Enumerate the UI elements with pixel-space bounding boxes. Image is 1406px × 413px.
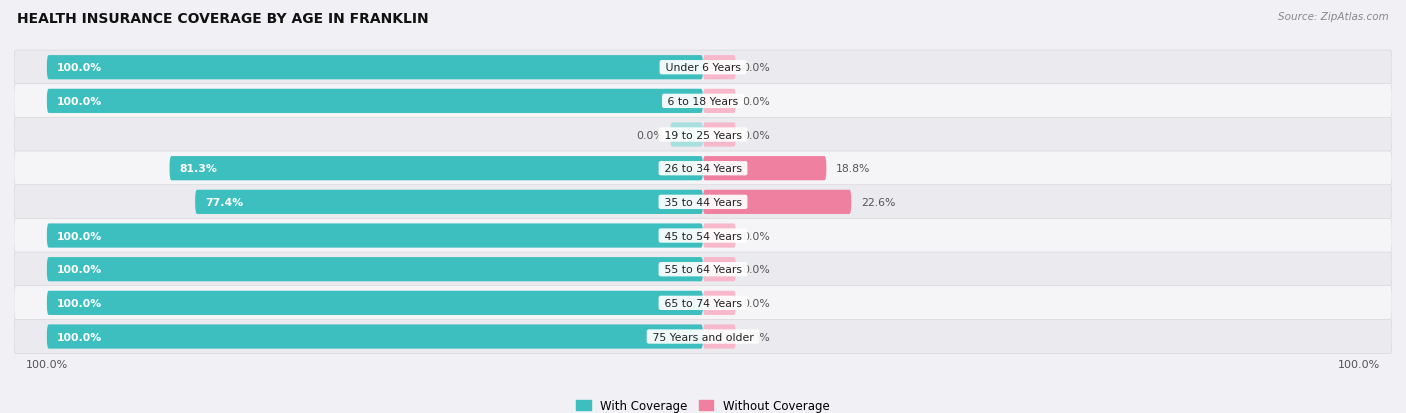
Text: 0.0%: 0.0% [742,231,770,241]
Text: 6 to 18 Years: 6 to 18 Years [664,97,742,107]
FancyBboxPatch shape [14,185,1392,219]
FancyBboxPatch shape [703,190,851,214]
FancyBboxPatch shape [46,291,703,315]
Text: 45 to 54 Years: 45 to 54 Years [661,231,745,241]
FancyBboxPatch shape [46,56,703,80]
FancyBboxPatch shape [195,190,703,214]
FancyBboxPatch shape [46,257,703,282]
Text: HEALTH INSURANCE COVERAGE BY AGE IN FRANKLIN: HEALTH INSURANCE COVERAGE BY AGE IN FRAN… [17,12,429,26]
FancyBboxPatch shape [14,118,1392,152]
Text: 19 to 25 Years: 19 to 25 Years [661,130,745,140]
Text: 65 to 74 Years: 65 to 74 Years [661,298,745,308]
Text: 0.0%: 0.0% [742,298,770,308]
FancyBboxPatch shape [14,219,1392,253]
Text: 0.0%: 0.0% [742,63,770,73]
FancyBboxPatch shape [703,224,735,248]
FancyBboxPatch shape [46,224,703,248]
Text: 18.8%: 18.8% [837,164,870,174]
FancyBboxPatch shape [14,286,1392,320]
Text: 100.0%: 100.0% [56,298,103,308]
Legend: With Coverage, Without Coverage: With Coverage, Without Coverage [572,394,834,413]
Text: 26 to 34 Years: 26 to 34 Years [661,164,745,174]
FancyBboxPatch shape [14,320,1392,354]
FancyBboxPatch shape [14,252,1392,287]
FancyBboxPatch shape [703,123,735,147]
FancyBboxPatch shape [703,157,827,181]
Text: 100.0%: 100.0% [56,231,103,241]
Text: 100.0%: 100.0% [56,332,103,342]
Text: 0.0%: 0.0% [742,265,770,275]
Text: 100.0%: 100.0% [56,97,103,107]
Text: 75 Years and older: 75 Years and older [650,332,756,342]
Text: 100.0%: 100.0% [56,265,103,275]
FancyBboxPatch shape [14,85,1392,119]
FancyBboxPatch shape [703,291,735,315]
FancyBboxPatch shape [14,51,1392,85]
FancyBboxPatch shape [46,325,703,349]
Text: 22.6%: 22.6% [860,197,896,207]
Text: 100.0%: 100.0% [56,63,103,73]
Text: 0.0%: 0.0% [742,97,770,107]
FancyBboxPatch shape [170,157,703,181]
Text: 55 to 64 Years: 55 to 64 Years [661,265,745,275]
FancyBboxPatch shape [703,257,735,282]
FancyBboxPatch shape [703,325,735,349]
Text: 0.0%: 0.0% [742,130,770,140]
Text: 35 to 44 Years: 35 to 44 Years [661,197,745,207]
FancyBboxPatch shape [671,123,703,147]
FancyBboxPatch shape [14,152,1392,186]
Text: 0.0%: 0.0% [636,130,664,140]
Text: 81.3%: 81.3% [180,164,218,174]
FancyBboxPatch shape [46,90,703,114]
FancyBboxPatch shape [703,90,735,114]
Text: 77.4%: 77.4% [205,197,243,207]
Text: Under 6 Years: Under 6 Years [662,63,744,73]
Text: 0.0%: 0.0% [742,332,770,342]
FancyBboxPatch shape [703,56,735,80]
Text: Source: ZipAtlas.com: Source: ZipAtlas.com [1278,12,1389,22]
